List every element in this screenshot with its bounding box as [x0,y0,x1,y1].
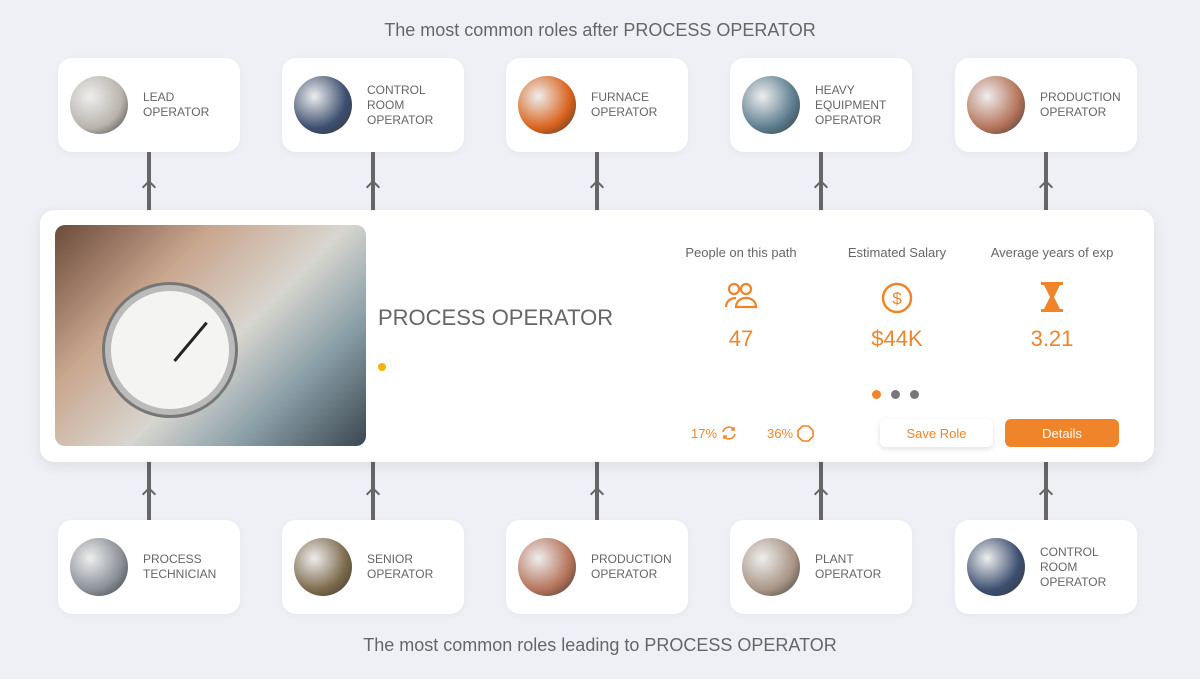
role-indicator-dot [378,363,386,371]
arrow-up-icon [365,486,381,502]
metric-value: 36% [767,426,794,441]
arrow-up-icon [365,179,381,195]
role-card[interactable]: PRODUCTION OPERATOR [955,58,1137,152]
details-button[interactable]: Details [1005,419,1119,447]
role-label: PRODUCTION OPERATOR [591,552,672,581]
role-label: CONTROL ROOM OPERATOR [367,82,434,127]
connector-line [819,462,823,520]
stat-value: 3.21 [1030,326,1074,351]
arrow-up-icon [589,486,605,502]
carousel-dot-2[interactable] [891,390,900,399]
role-card[interactable]: SENIOR OPERATOR [282,520,464,614]
role-avatar [742,76,800,134]
dollar-circle-icon: $ [817,282,977,316]
connector-line [147,462,151,520]
metric-octagon: 36% [767,425,814,442]
role-card[interactable]: CONTROL ROOM OPERATOR [282,58,464,152]
stat-experience: Average years of exp 3.21 [972,245,1132,352]
octagon-icon [797,425,814,442]
arrow-up-icon [141,179,157,195]
stat-value: $44K [871,326,923,351]
save-role-button[interactable]: Save Role [880,419,993,447]
role-avatar [294,538,352,596]
role-label: CONTROL ROOM OPERATOR [1040,544,1107,589]
arrow-up-icon [813,179,829,195]
stat-value: 47 [728,326,754,351]
role-avatar [70,538,128,596]
connector-line [819,152,823,210]
role-label: PROCESS TECHNICIAN [143,552,217,581]
svg-text:$: $ [892,289,902,308]
role-label: FURNACE OPERATOR [591,90,658,119]
carousel-dot-1[interactable] [872,390,881,399]
stat-salary: Estimated Salary $ $44K [817,245,977,352]
role-label: LEAD OPERATOR [143,90,210,119]
role-card[interactable]: HEAVY EQUIPMENT OPERATOR [730,58,912,152]
role-card[interactable]: LEAD OPERATOR [58,58,240,152]
role-card[interactable]: PLANT OPERATOR [730,520,912,614]
connector-line [1044,152,1048,210]
role-avatar [742,538,800,596]
next-roles-heading: The most common roles after PROCESS OPER… [384,20,816,40]
connector-line [147,152,151,210]
role-card[interactable]: CONTROL ROOM OPERATOR [955,520,1137,614]
role-avatar [518,76,576,134]
connector-line [371,152,375,210]
arrow-up-icon [1038,486,1054,502]
role-avatar [967,76,1025,134]
previous-roles-heading: The most common roles leading to PROCESS… [363,635,837,655]
stat-label: Estimated Salary [847,245,947,260]
role-avatar [70,76,128,134]
role-label: PRODUCTION OPERATOR [1040,90,1121,119]
people-icon [661,282,821,316]
role-photo [55,225,366,446]
role-avatar [518,538,576,596]
connector-line [371,462,375,520]
arrow-up-icon [813,486,829,502]
arrow-up-icon [141,486,157,502]
metric-value: 17% [691,425,718,441]
role-card[interactable]: PROCESS TECHNICIAN [58,520,240,614]
connector-line [1044,462,1048,520]
stat-label: Average years of exp [990,245,1114,260]
metric-refresh: 17% [691,425,737,441]
role-avatar [967,538,1025,596]
stat-people: People on this path 47 [661,245,821,352]
pressure-gauge-image [105,285,235,415]
role-card[interactable]: PRODUCTION OPERATOR [506,520,688,614]
role-label: SENIOR OPERATOR [367,552,434,581]
connector-line [595,462,599,520]
role-avatar [294,76,352,134]
hourglass-icon [972,282,1132,316]
role-card[interactable]: FURNACE OPERATOR [506,58,688,152]
carousel-dot-3[interactable] [910,390,919,399]
role-label: PLANT OPERATOR [815,552,882,581]
role-title: PROCESS OPERATOR [378,305,614,330]
role-label: HEAVY EQUIPMENT OPERATOR [815,82,887,127]
current-role-card: PROCESS OPERATOR People on this path 47 … [40,210,1154,462]
connector-line [595,152,599,210]
arrow-up-icon [589,179,605,195]
arrow-up-icon [1038,179,1054,195]
stat-label: People on this path [685,245,797,260]
refresh-icon [722,426,736,440]
